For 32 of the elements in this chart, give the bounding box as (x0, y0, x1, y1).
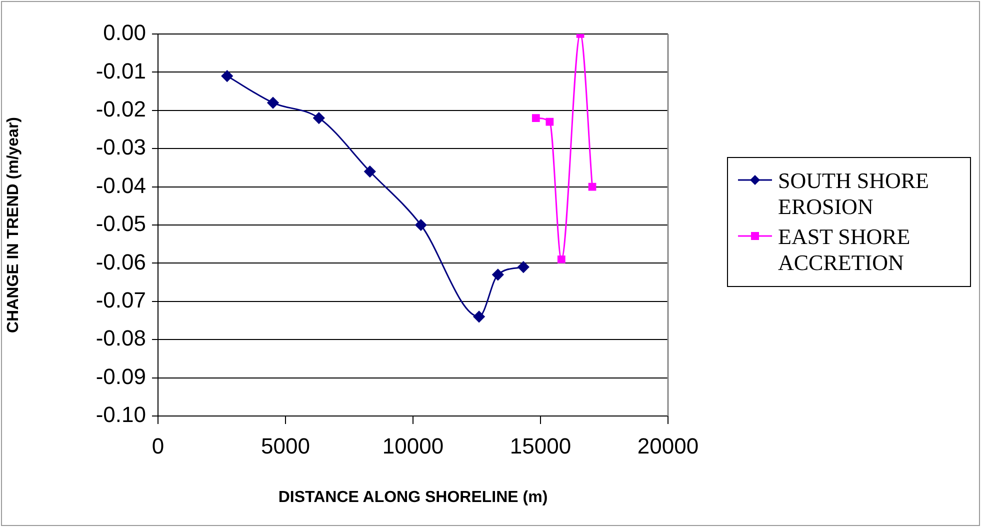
x-tick-label: 10000 (382, 433, 444, 458)
y-tick-label: -0.05 (96, 211, 146, 236)
legend-label: SOUTH SHORE EROSION (778, 168, 930, 220)
x-tick-label: 5000 (261, 433, 310, 458)
y-tick-label: -0.03 (96, 134, 146, 160)
point (546, 118, 554, 126)
y-tick-label: 0.00 (103, 20, 146, 46)
y-tick-label: -0.09 (96, 364, 146, 389)
y-tick-label: -0.04 (96, 172, 146, 198)
point (492, 268, 504, 280)
y-axis-title: CHANGE IN TREND (m/year) (5, 116, 22, 334)
y-tick-label: -0.06 (96, 249, 146, 274)
point (313, 112, 325, 124)
x-axis-title: DISTANCE ALONG SHORELINE (m) (278, 488, 548, 506)
point (473, 310, 485, 322)
x-tick-label: 0 (152, 433, 164, 458)
x-tick-label: 20000 (637, 433, 699, 458)
y-tick-label: -0.10 (96, 402, 146, 428)
point (415, 219, 427, 231)
y-tick-label: -0.07 (96, 287, 146, 312)
y-tick-label: -0.08 (96, 326, 146, 351)
point (221, 70, 233, 82)
point (588, 182, 596, 191)
y-tick-label: -0.02 (96, 96, 146, 122)
legend-label: EAST SHORE ACCRETION (778, 224, 912, 276)
point (267, 97, 279, 109)
point (532, 114, 540, 122)
point (518, 261, 530, 273)
x-tick-label: 15000 (510, 433, 572, 458)
y-tick-label: -0.01 (96, 58, 146, 84)
point (557, 255, 566, 264)
point (364, 166, 376, 178)
